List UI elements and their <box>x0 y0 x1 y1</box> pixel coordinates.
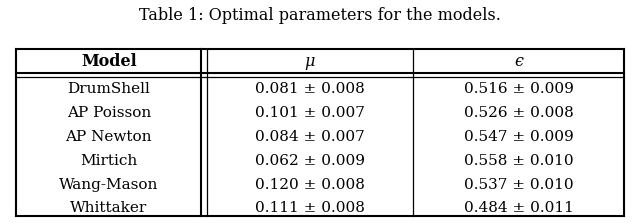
Text: AP Poisson: AP Poisson <box>67 106 151 120</box>
Text: 0.120 ± 0.008: 0.120 ± 0.008 <box>255 178 365 192</box>
Text: Wang-Mason: Wang-Mason <box>59 178 159 192</box>
Text: Whittaker: Whittaker <box>70 201 147 215</box>
Text: Mirtich: Mirtich <box>80 154 138 168</box>
Text: 0.516 ± 0.009: 0.516 ± 0.009 <box>463 82 573 96</box>
Text: Model: Model <box>81 53 136 70</box>
Text: 0.547 ± 0.009: 0.547 ± 0.009 <box>463 130 573 144</box>
Text: Table 1: Optimal parameters for the models.: Table 1: Optimal parameters for the mode… <box>139 7 501 24</box>
Text: 0.537 ± 0.010: 0.537 ± 0.010 <box>464 178 573 192</box>
Text: 0.558 ± 0.010: 0.558 ± 0.010 <box>464 154 573 168</box>
Text: 0.526 ± 0.008: 0.526 ± 0.008 <box>463 106 573 120</box>
Text: μ: μ <box>305 53 315 70</box>
Text: 0.484 ± 0.011: 0.484 ± 0.011 <box>463 201 573 215</box>
Text: 0.081 ± 0.008: 0.081 ± 0.008 <box>255 82 365 96</box>
Text: 0.111 ± 0.008: 0.111 ± 0.008 <box>255 201 365 215</box>
Text: AP Newton: AP Newton <box>65 130 152 144</box>
Text: ϵ: ϵ <box>514 53 523 70</box>
Text: DrumShell: DrumShell <box>67 82 150 96</box>
Text: 0.084 ± 0.007: 0.084 ± 0.007 <box>255 130 365 144</box>
Text: 0.101 ± 0.007: 0.101 ± 0.007 <box>255 106 365 120</box>
Text: 0.062 ± 0.009: 0.062 ± 0.009 <box>255 154 365 168</box>
